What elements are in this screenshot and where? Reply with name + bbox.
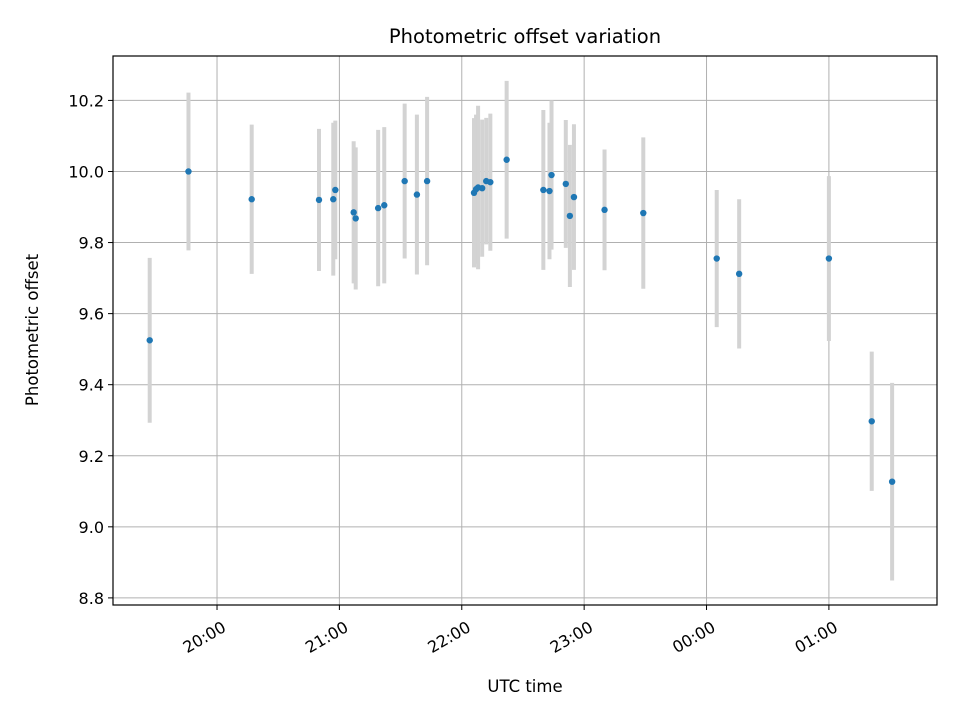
data-point (248, 196, 255, 203)
data-point (546, 187, 553, 195)
data-point (570, 193, 578, 201)
data-point (562, 180, 569, 188)
data-point (381, 202, 388, 209)
plot-frame (112, 55, 938, 606)
y-tick-label: 9.2 (79, 447, 104, 466)
grid (113, 56, 937, 605)
data-point (487, 178, 494, 186)
data-point (888, 478, 896, 485)
y-tick-label: 8.8 (79, 589, 104, 608)
data-point (478, 184, 486, 192)
data-point (566, 212, 574, 220)
y-tick-label: 9.0 (79, 518, 104, 537)
data-point (735, 270, 743, 278)
data-point (713, 255, 720, 262)
data-point (640, 209, 647, 217)
data-point (185, 168, 192, 175)
y-tick-label: 9.4 (79, 376, 104, 395)
y-tick-label: 9.8 (79, 234, 104, 253)
data-point (330, 196, 337, 203)
chart-title: Photometric offset variation (389, 25, 661, 48)
data-point (350, 209, 357, 216)
y-tick-label: 10.0 (68, 162, 104, 181)
data-point (423, 177, 431, 185)
data-point (413, 191, 421, 198)
data-point (146, 337, 153, 344)
y-axis-label: Photometric offset (23, 253, 42, 406)
data-point (352, 215, 359, 222)
data-point (540, 186, 547, 194)
data-point (374, 204, 382, 212)
data-point (601, 206, 608, 214)
data-point (548, 171, 555, 179)
data-point (825, 255, 833, 262)
data-point (315, 196, 323, 204)
y-tick-label: 10.2 (68, 91, 104, 110)
y-axis: 8.8 9.0 9.2 9.4 9.6 9.8 10.0 10.2 (68, 91, 113, 608)
y-tick-label: 9.6 (79, 305, 104, 324)
data-point (332, 186, 339, 194)
data-point (503, 156, 510, 163)
x-axis-label: UTC time (487, 677, 562, 696)
data-point (401, 177, 408, 185)
data-points (146, 156, 896, 485)
data-point (868, 418, 875, 425)
